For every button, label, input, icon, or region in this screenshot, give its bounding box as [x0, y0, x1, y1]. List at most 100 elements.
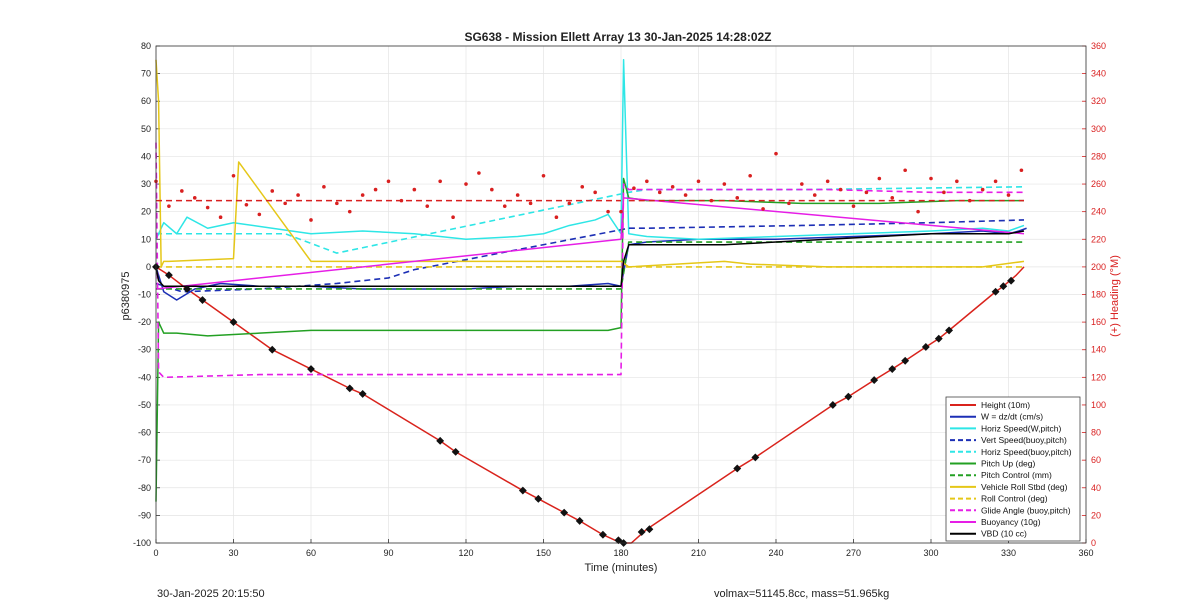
- left-tick-label: 20: [141, 207, 151, 217]
- heading-point: [1006, 193, 1011, 197]
- heading-point: [477, 171, 481, 175]
- dive-marker: [888, 365, 897, 373]
- heading-point: [1019, 168, 1024, 173]
- heading-point: [567, 201, 572, 206]
- dive-marker: [534, 494, 543, 503]
- left-y-axis-label: p6380975: [120, 272, 132, 321]
- heading-point: [541, 173, 546, 178]
- x-tick-label: 360: [1078, 548, 1093, 558]
- right-tick-label: 220: [1091, 234, 1106, 244]
- right-tick-label: 180: [1091, 290, 1106, 300]
- heading-point: [993, 179, 998, 184]
- x-tick-label: 150: [536, 548, 551, 558]
- legend-label-9: Glide Angle (buoy,pitch): [981, 505, 1071, 515]
- right-tick-label: 340: [1091, 69, 1106, 79]
- heading-point: [373, 187, 378, 192]
- series-line-9: [155, 142, 1024, 379]
- x-tick-label: 90: [383, 548, 393, 558]
- right-tick-label: 200: [1091, 262, 1106, 272]
- right-tick-label: 20: [1091, 510, 1101, 520]
- left-tick-label: 10: [141, 234, 151, 244]
- x-tick-label: 180: [613, 548, 628, 558]
- right-tick-label: 120: [1091, 372, 1106, 382]
- dive-marker: [164, 271, 173, 280]
- footer-timestamp: 30-Jan-2025 20:15:50: [157, 588, 265, 600]
- heading-point: [399, 198, 404, 203]
- heading-point: [619, 209, 623, 214]
- x-tick-label: 270: [846, 548, 861, 558]
- x-tick-label: 300: [923, 548, 938, 558]
- heading-point: [386, 179, 391, 184]
- legend-label-8: Roll Control (deg): [981, 494, 1048, 504]
- dive-marker: [358, 389, 367, 398]
- heading-point: [231, 173, 236, 178]
- dive-marker: [844, 392, 853, 401]
- heading-point: [528, 201, 533, 206]
- x-tick-label: 120: [458, 548, 473, 558]
- left-tick-label: 30: [141, 179, 151, 189]
- dive-marker: [1007, 276, 1016, 285]
- heading-point: [696, 179, 701, 184]
- heading-point: [335, 201, 339, 206]
- dive-marker: [229, 318, 238, 327]
- heading-point: [257, 212, 262, 217]
- heading-point: [812, 193, 817, 197]
- dive-marker: [751, 453, 760, 462]
- left-tick-label: 50: [141, 124, 151, 134]
- heading-point: [748, 173, 752, 178]
- dive-marker: [991, 287, 1000, 296]
- heading-point: [877, 176, 882, 181]
- dive-marker: [451, 447, 460, 456]
- dive-marker: [307, 365, 315, 373]
- dive-marker: [268, 345, 277, 354]
- heading-point: [967, 198, 972, 203]
- x-tick-label: 0: [153, 548, 158, 558]
- right-tick-label: 40: [1091, 483, 1101, 493]
- dive-marker: [945, 326, 954, 335]
- dive-marker: [436, 436, 445, 445]
- dive-marker: [614, 536, 623, 545]
- heading-point: [554, 215, 559, 219]
- right-tick-label: 140: [1091, 345, 1106, 355]
- heading-point: [800, 182, 804, 186]
- legend-label-4: Horiz Speed(buoy,pitch): [981, 447, 1072, 457]
- heading-point: [360, 193, 365, 197]
- left-tick-label: -80: [138, 483, 151, 493]
- series-lines: [154, 59, 1027, 544]
- heading-point: [296, 193, 300, 197]
- x-tick-label: 330: [1001, 548, 1016, 558]
- series-line-10: [155, 197, 1025, 290]
- heading-point: [283, 201, 287, 206]
- heading-point: [838, 187, 843, 192]
- dive-markers: [152, 262, 1016, 547]
- series-line-11: [155, 230, 1025, 287]
- heading-point: [347, 209, 352, 214]
- right-tick-label: 260: [1091, 179, 1106, 189]
- legend-label-2: Horiz Speed(W,pitch): [981, 423, 1061, 433]
- dive-marker: [645, 525, 654, 534]
- left-tick-label: 80: [141, 41, 151, 51]
- right-y-axis-ticks: 0 20 40 60 80 100 120 140 160 180 200 220 240 260 280 3…: [1082, 41, 1106, 548]
- heading-point: [670, 185, 675, 189]
- right-tick-label: 320: [1091, 96, 1106, 106]
- heading-point: [955, 179, 959, 184]
- legend: Height (10m)W = dz/dt (cm/s)Horiz Speed(…: [945, 396, 1081, 542]
- heading-point: [825, 179, 830, 184]
- heading-point: [890, 196, 895, 200]
- right-y-axis-label: (+) Heading (°M): [1109, 255, 1121, 337]
- right-tick-label: 240: [1091, 207, 1106, 217]
- x-tick-label: 240: [768, 548, 783, 558]
- dive-marker: [901, 356, 910, 365]
- dive-marker: [198, 296, 207, 304]
- heading-point: [709, 198, 714, 203]
- chart-title: SG638 - Mission Ellett Array 13 30-Jan-2…: [464, 30, 771, 44]
- legend-label-11: VBD (10 cc): [981, 529, 1027, 539]
- legend-label-1: W = dz/dt (cm/s): [981, 412, 1043, 422]
- heading-point: [464, 182, 468, 186]
- left-y-axis-ticks: -100-90-80-70-60-50-40-30-20-10010203040…: [133, 41, 160, 548]
- left-tick-label: -30: [138, 345, 151, 355]
- dive-marker: [183, 285, 191, 293]
- heading-point: [218, 215, 223, 219]
- legend-label-7: Vehicle Roll Stbd (deg): [981, 482, 1068, 492]
- right-tick-label: 280: [1091, 151, 1106, 161]
